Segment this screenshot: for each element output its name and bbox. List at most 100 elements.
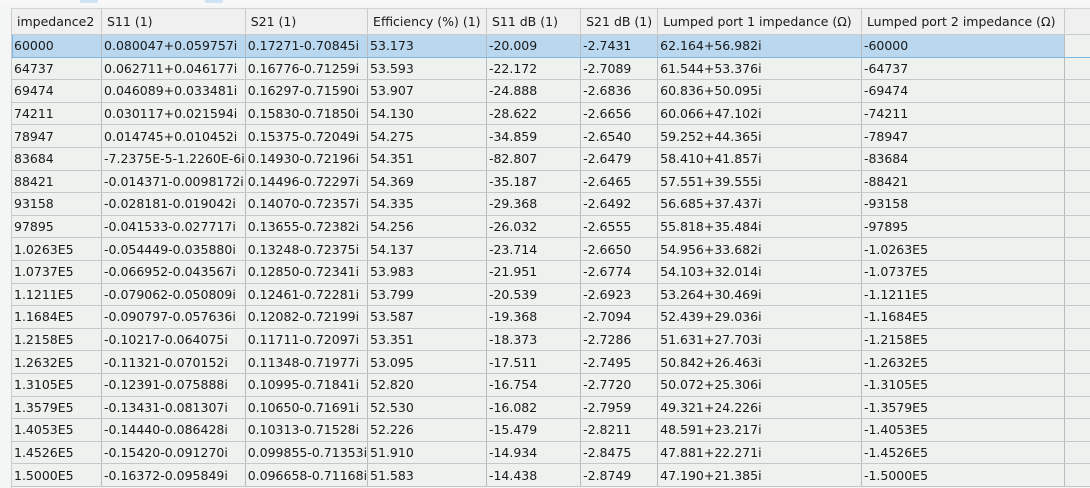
cell-s11-db[interactable]: -21.951 <box>486 260 582 284</box>
table-row[interactable]: 64737 0.062711+0.046177i 0.16776-0.71259i 5… <box>12 57 1090 81</box>
cell-efficiency[interactable]: 52.820 <box>367 373 487 397</box>
column-header-impedance2[interactable]: impedance2 <box>12 9 103 35</box>
cell-s21-db[interactable]: -2.6492 <box>580 192 659 216</box>
cell-port2-impedance[interactable]: -93158 <box>861 192 1065 216</box>
cell-efficiency[interactable]: 54.351 <box>367 147 487 171</box>
cell-impedance2[interactable]: 1.0737E5 <box>12 260 103 284</box>
cell-port1-impedance[interactable]: 48.591+23.217i <box>657 418 862 442</box>
column-header-s21[interactable]: S21 (1) <box>245 9 369 35</box>
cell-s11-db[interactable]: -26.032 <box>486 215 582 239</box>
cell-efficiency[interactable]: 54.256 <box>367 215 487 239</box>
cell-port1-impedance[interactable]: 52.439+29.036i <box>657 305 862 329</box>
cell-impedance2[interactable]: 74211 <box>12 102 103 126</box>
cell-efficiency[interactable]: 54.369 <box>367 170 487 194</box>
cell-s11[interactable]: -0.15420-0.091270i <box>101 441 246 465</box>
cell-s21[interactable]: 0.17271-0.70845i <box>245 34 369 58</box>
cell-s11[interactable]: 0.062711+0.046177i <box>101 57 246 81</box>
cell-s21[interactable]: 0.14930-0.72196i <box>245 147 369 171</box>
cell-s11-db[interactable]: -16.754 <box>486 373 582 397</box>
cell-s21-db[interactable]: -2.6774 <box>580 260 659 284</box>
cell-impedance2[interactable]: 1.1684E5 <box>12 305 103 329</box>
table-row[interactable]: 1.3105E5 -0.12391-0.075888i 0.10995-0.7184… <box>12 373 1090 397</box>
cell-efficiency[interactable]: 53.799 <box>367 283 487 307</box>
table-row[interactable]: 1.1684E5 -0.090797-0.057636i 0.12082-0.721… <box>12 305 1090 329</box>
cell-s21[interactable]: 0.13248-0.72375i <box>245 237 369 261</box>
cell-impedance2[interactable]: 69474 <box>12 79 103 103</box>
cell-s21-db[interactable]: -2.8211 <box>580 418 659 442</box>
cell-impedance2[interactable]: 64737 <box>12 57 103 81</box>
cell-s21[interactable]: 0.13655-0.72382i <box>245 215 369 239</box>
column-header-s11-db[interactable]: S11 dB (1) <box>486 9 582 35</box>
cell-impedance2[interactable]: 1.2158E5 <box>12 328 103 352</box>
cell-s21-db[interactable]: -2.8749 <box>580 463 659 487</box>
cell-efficiency[interactable]: 53.907 <box>367 79 487 103</box>
cell-s11-db[interactable]: -15.479 <box>486 418 582 442</box>
cell-port2-impedance[interactable]: -1.1684E5 <box>861 305 1065 329</box>
cell-s21-db[interactable]: -2.7431 <box>580 34 659 58</box>
table-row[interactable]: 1.4526E5 -0.15420-0.091270i 0.099855-0.713… <box>12 441 1090 465</box>
cell-s11[interactable]: -0.13431-0.081307i <box>101 396 246 420</box>
cell-impedance2[interactable]: 97895 <box>12 215 103 239</box>
cell-s21-db[interactable]: -2.6540 <box>580 124 659 148</box>
cell-s11[interactable]: -0.014371-0.0098172i <box>101 170 246 194</box>
cell-s21-db[interactable]: -2.6656 <box>580 102 659 126</box>
cell-s11[interactable]: -0.12391-0.075888i <box>101 373 246 397</box>
cell-s11[interactable]: -0.090797-0.057636i <box>101 305 246 329</box>
cell-s21[interactable]: 0.12461-0.72281i <box>245 283 369 307</box>
cell-port1-impedance[interactable]: 57.551+39.555i <box>657 170 862 194</box>
cell-port1-impedance[interactable]: 51.631+27.703i <box>657 328 862 352</box>
column-header-port1-impedance[interactable]: Lumped port 1 impedance (Ω) <box>657 9 862 35</box>
cell-s11-db[interactable]: -28.622 <box>486 102 582 126</box>
cell-s11[interactable]: 0.030117+0.021594i <box>101 102 246 126</box>
cell-port2-impedance[interactable]: -78947 <box>861 124 1065 148</box>
cell-efficiency[interactable]: 54.137 <box>367 237 487 261</box>
cell-impedance2[interactable]: 78947 <box>12 124 103 148</box>
cell-port1-impedance[interactable]: 49.321+24.226i <box>657 396 862 420</box>
cell-s21-db[interactable]: -2.7720 <box>580 373 659 397</box>
table-row[interactable]: 60000 0.080047+0.059757i 0.17271-0.70845i 5… <box>12 34 1090 58</box>
cell-s11-db[interactable]: -17.511 <box>486 350 582 374</box>
cell-s21-db[interactable]: -2.6479 <box>580 147 659 171</box>
cell-efficiency[interactable]: 53.173 <box>367 34 487 58</box>
cell-s11[interactable]: 0.080047+0.059757i <box>101 34 246 58</box>
cell-port2-impedance[interactable]: -1.4053E5 <box>861 418 1065 442</box>
cell-s21-db[interactable]: -2.6555 <box>580 215 659 239</box>
cell-efficiency[interactable]: 51.910 <box>367 441 487 465</box>
cell-efficiency[interactable]: 52.226 <box>367 418 487 442</box>
cell-port2-impedance[interactable]: -1.3105E5 <box>861 373 1065 397</box>
cell-s21[interactable]: 0.10313-0.71528i <box>245 418 369 442</box>
cell-port2-impedance[interactable]: -60000 <box>861 34 1065 58</box>
cell-port1-impedance[interactable]: 62.164+56.982i <box>657 34 862 58</box>
cell-port2-impedance[interactable]: -1.2158E5 <box>861 328 1065 352</box>
cell-port2-impedance[interactable]: -88421 <box>861 170 1065 194</box>
cell-s21[interactable]: 0.11711-0.72097i <box>245 328 369 352</box>
cell-s21-db[interactable]: -2.7089 <box>580 57 659 81</box>
cell-s11-db[interactable]: -35.187 <box>486 170 582 194</box>
cell-port1-impedance[interactable]: 60.066+47.102i <box>657 102 862 126</box>
cell-s11[interactable]: -0.14440-0.086428i <box>101 418 246 442</box>
cell-s11-db[interactable]: -34.859 <box>486 124 582 148</box>
cell-port1-impedance[interactable]: 58.410+41.857i <box>657 147 862 171</box>
cell-s21-db[interactable]: -2.7495 <box>580 350 659 374</box>
cell-port2-impedance[interactable]: -1.5000E5 <box>861 463 1065 487</box>
cell-efficiency[interactable]: 54.335 <box>367 192 487 216</box>
cell-port2-impedance[interactable]: -74211 <box>861 102 1065 126</box>
cell-s21[interactable]: 0.15830-0.71850i <box>245 102 369 126</box>
cell-efficiency[interactable]: 52.530 <box>367 396 487 420</box>
cell-impedance2[interactable]: 1.4526E5 <box>12 441 103 465</box>
table-row[interactable]: 97895 -0.041533-0.027717i 0.13655-0.72382i… <box>12 215 1090 239</box>
toolbar-tab-indicator[interactable] <box>205 0 223 3</box>
cell-s21-db[interactable]: -2.8475 <box>580 441 659 465</box>
cell-efficiency[interactable]: 53.593 <box>367 57 487 81</box>
table-row[interactable]: 93158 -0.028181-0.019042i 0.14070-0.72357i… <box>12 192 1090 216</box>
cell-s11[interactable]: 0.014745+0.010452i <box>101 124 246 148</box>
cell-s11-db[interactable]: -22.172 <box>486 57 582 81</box>
cell-s11[interactable]: -0.16372-0.095849i <box>101 463 246 487</box>
table-row[interactable]: 1.2632E5 -0.11321-0.070152i 0.11348-0.7197… <box>12 350 1090 374</box>
table-row[interactable]: 74211 0.030117+0.021594i 0.15830-0.71850i 5… <box>12 102 1090 126</box>
cell-port1-impedance[interactable]: 50.072+25.306i <box>657 373 862 397</box>
cell-s11-db[interactable]: -16.082 <box>486 396 582 420</box>
column-header-port2-impedance[interactable]: Lumped port 2 impedance (Ω) <box>861 9 1065 35</box>
cell-s21-db[interactable]: -2.6923 <box>580 283 659 307</box>
table-row[interactable]: 1.4053E5 -0.14440-0.086428i 0.10313-0.7152… <box>12 418 1090 442</box>
